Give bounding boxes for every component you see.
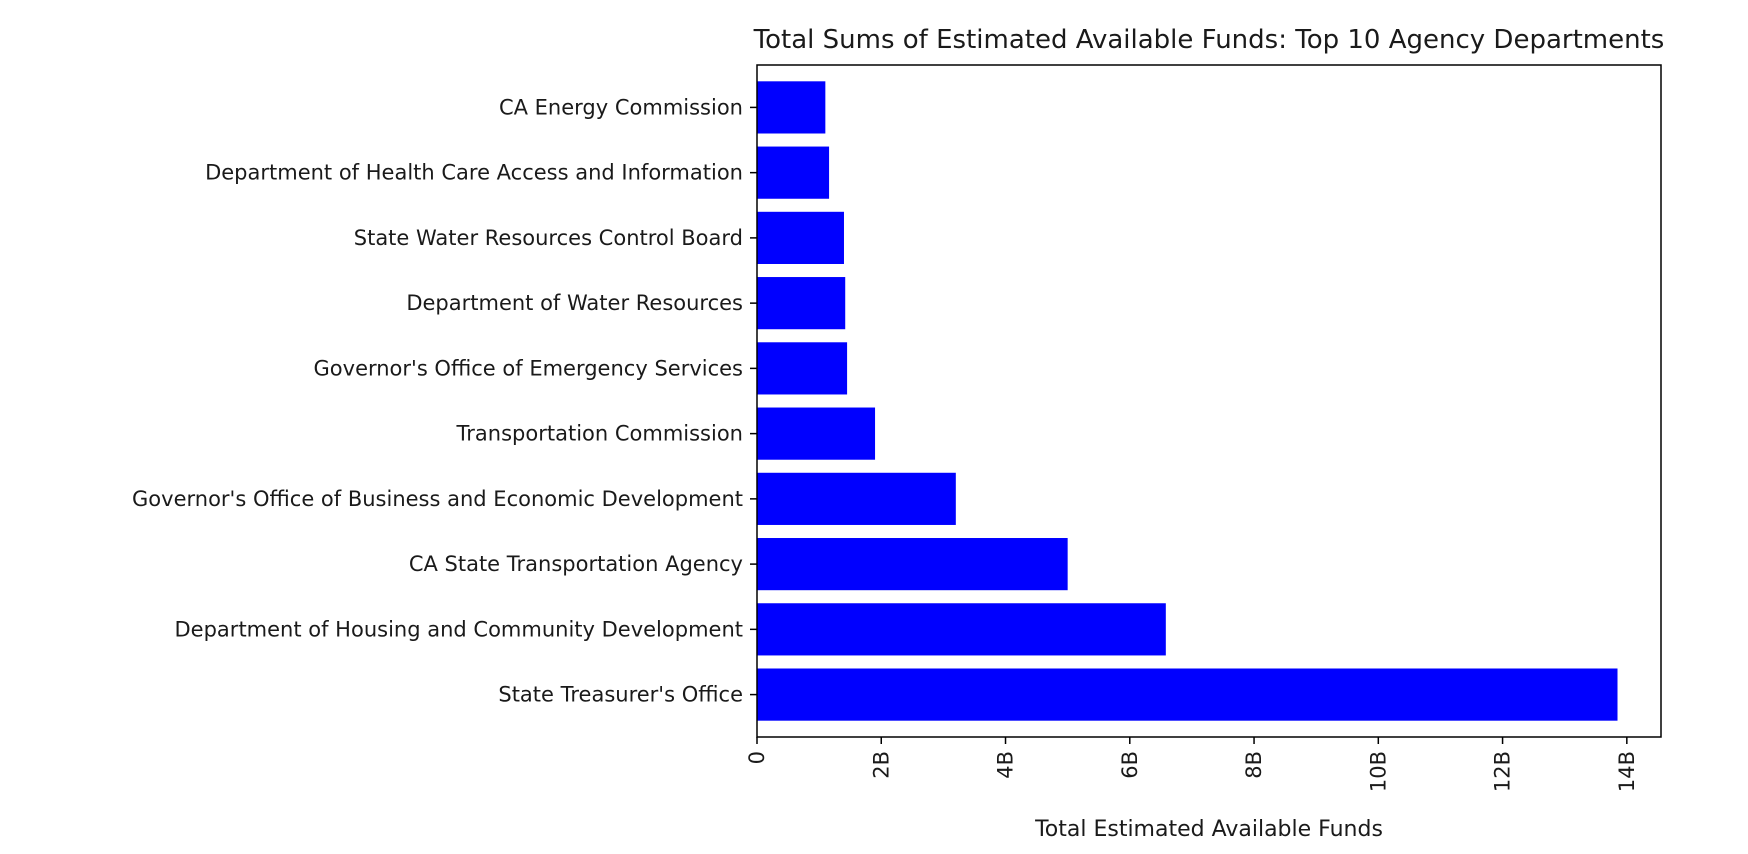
y-tick-label: Department of Water Resources <box>406 291 743 315</box>
x-tick-label: 14B <box>1615 751 1639 792</box>
chart-title: Total Sums of Estimated Available Funds:… <box>753 25 1665 55</box>
y-tick-label: Department of Health Care Access and Inf… <box>205 161 743 185</box>
x-tick-label: 8B <box>1242 751 1266 779</box>
bar <box>757 211 844 264</box>
bar <box>757 277 846 330</box>
bar <box>757 146 830 199</box>
bar <box>757 538 1068 591</box>
x-tick-label: 6B <box>1118 751 1142 779</box>
x-tick-label: 12B <box>1491 751 1515 792</box>
y-tick-label: Department of Housing and Community Deve… <box>175 617 743 641</box>
y-tick-label: State Treasurer's Office <box>498 683 743 707</box>
y-tick-label: Governor's Office of Emergency Services <box>314 356 743 380</box>
y-tick-label: State Water Resources Control Board <box>354 226 743 250</box>
bar <box>757 81 826 134</box>
x-axis-label: Total Estimated Available Funds <box>1034 817 1383 842</box>
y-tick-label: CA State Transportation Agency <box>409 552 743 576</box>
y-tick-label: CA Energy Commission <box>499 95 743 119</box>
plot-area: State Treasurer's Office Department of Ho… <box>132 81 1639 792</box>
bar <box>757 407 876 460</box>
y-tick-label: Transportation Commission <box>456 422 743 446</box>
bar <box>757 603 1166 656</box>
bar <box>757 472 956 525</box>
bar <box>757 342 848 395</box>
y-tick-label: Governor's Office of Business and Econom… <box>132 487 743 511</box>
x-tick-label: 10B <box>1366 751 1390 792</box>
x-tick-label: 0 <box>745 751 769 764</box>
x-tick-label: 2B <box>869 751 893 779</box>
x-tick-label: 4B <box>994 751 1018 779</box>
plot-frame <box>756 64 1662 738</box>
bar <box>757 668 1618 721</box>
